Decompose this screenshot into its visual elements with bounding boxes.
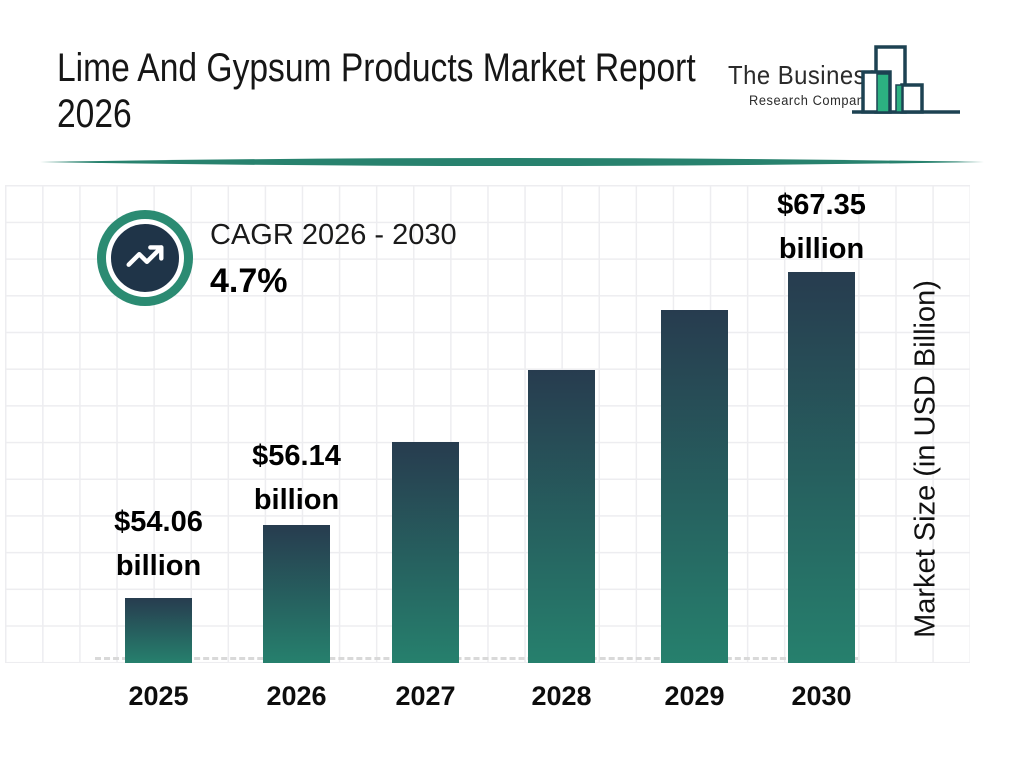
trending-up-icon bbox=[126, 245, 164, 267]
bar-2025 bbox=[125, 598, 192, 663]
x-tick-2027: 2027 bbox=[395, 681, 456, 711]
bar-2030 bbox=[788, 272, 855, 663]
cagr-value: 4.7% bbox=[210, 262, 288, 300]
x-tick-2030: 2030 bbox=[791, 681, 852, 711]
y-axis-label: Market Size (in USD Billion) bbox=[909, 280, 942, 638]
cagr-badge bbox=[106, 219, 184, 297]
x-tick-2028: 2028 bbox=[531, 681, 592, 711]
value-label-2030: $67.35 billion bbox=[777, 189, 866, 265]
value-label-2025: $54.06 billion bbox=[114, 506, 203, 582]
bar-chart-logo-icon bbox=[852, 45, 960, 114]
x-tick-2029: 2029 bbox=[664, 681, 725, 711]
cagr-label: CAGR 2026 - 2030 bbox=[210, 219, 457, 251]
x-tick-2026: 2026 bbox=[266, 681, 327, 711]
page-title: Lime And Gypsum Products Market Report 2… bbox=[57, 45, 696, 137]
bar-2027 bbox=[392, 442, 459, 663]
page-title-line1: Lime And Gypsum Products Market Report bbox=[57, 46, 696, 90]
page-title-line2: 2026 bbox=[57, 92, 132, 136]
logo-name: The Business bbox=[728, 60, 879, 90]
divider-line bbox=[40, 158, 984, 166]
bar-2026 bbox=[263, 525, 330, 663]
value-label-2026: $56.14 billion bbox=[252, 440, 341, 516]
bar-2028 bbox=[528, 370, 595, 663]
logo-subname: Research Company bbox=[749, 93, 872, 108]
chart-baseline bbox=[95, 657, 858, 660]
company-logo: The Business Research Company bbox=[728, 60, 892, 108]
x-tick-2025: 2025 bbox=[128, 681, 189, 711]
bar-2029 bbox=[661, 310, 728, 663]
